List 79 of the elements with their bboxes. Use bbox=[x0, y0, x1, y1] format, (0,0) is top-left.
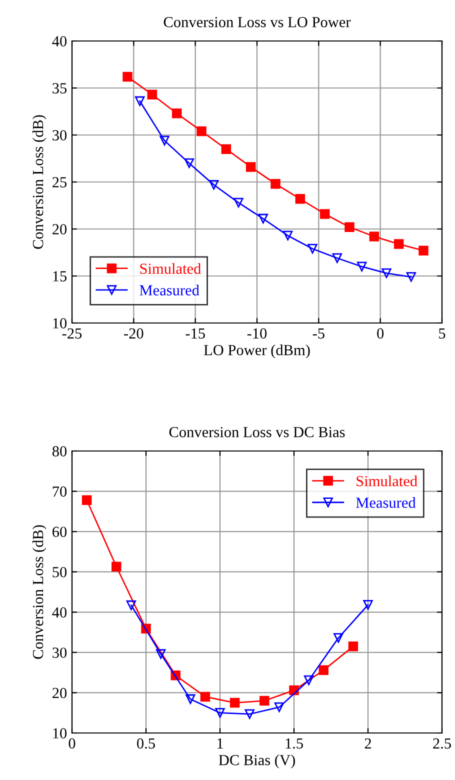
y-tick-label: 30 bbox=[52, 130, 67, 140]
point bbox=[348, 642, 358, 652]
y-tick-label: 30 bbox=[52, 648, 67, 658]
point bbox=[406, 272, 416, 282]
x-axis-title: LO Power (dBm) bbox=[204, 344, 310, 358]
point bbox=[126, 600, 136, 610]
point bbox=[147, 90, 158, 100]
point bbox=[246, 162, 256, 172]
x-tick-label: -20 bbox=[124, 328, 144, 339]
point bbox=[274, 702, 284, 712]
y-tick-label: 20 bbox=[52, 224, 67, 234]
x-tick-label: -25 bbox=[62, 328, 82, 339]
point bbox=[82, 495, 92, 506]
point bbox=[122, 72, 132, 82]
legend-label: Simulated bbox=[356, 476, 418, 486]
legend-label: Measured bbox=[356, 497, 416, 508]
x-tick-label: -10 bbox=[247, 328, 267, 339]
point bbox=[244, 709, 254, 719]
y-tick-label: 20 bbox=[52, 688, 67, 698]
point bbox=[260, 696, 270, 706]
y-tick-label: 50 bbox=[52, 567, 67, 578]
chart-title: Conversion Loss vs LO Power bbox=[164, 16, 351, 28]
point bbox=[334, 633, 344, 643]
point bbox=[160, 136, 170, 146]
x-tick-label: 0 bbox=[68, 738, 76, 749]
point bbox=[418, 246, 428, 256]
point bbox=[295, 194, 306, 204]
point bbox=[363, 600, 373, 610]
x-tick-label: -5 bbox=[312, 328, 324, 339]
point bbox=[200, 692, 210, 702]
point bbox=[186, 694, 196, 704]
x-tick-label: -15 bbox=[186, 328, 205, 339]
point bbox=[184, 158, 194, 168]
y-axis-title: Conversion Loss (dB) bbox=[32, 525, 46, 659]
point bbox=[344, 222, 354, 232]
y-tick-label: 10 bbox=[53, 318, 67, 328]
y-tick-label: 25 bbox=[52, 177, 67, 188]
y-axis-title: Conversion Loss (dB) bbox=[32, 115, 46, 249]
point bbox=[369, 232, 380, 242]
x-tick-label: 5 bbox=[439, 328, 446, 339]
x-tick-label: 0.5 bbox=[137, 738, 155, 749]
point bbox=[215, 708, 225, 718]
point bbox=[320, 209, 330, 219]
point bbox=[332, 253, 342, 263]
point bbox=[134, 96, 145, 106]
y-tick-label: 15 bbox=[53, 271, 67, 282]
y-tick-label: 60 bbox=[52, 526, 67, 538]
y-tick-label: 40 bbox=[52, 607, 67, 618]
chart-title: Conversion Loss vs DC Bias bbox=[169, 426, 345, 438]
point bbox=[234, 198, 244, 208]
point bbox=[112, 562, 122, 572]
point bbox=[394, 239, 404, 249]
x-axis-title: DC Bias (V) bbox=[218, 754, 295, 768]
x-tick-label: 2 bbox=[364, 738, 371, 748]
point bbox=[208, 180, 219, 190]
point bbox=[258, 214, 268, 224]
y-tick-label: 35 bbox=[52, 83, 67, 94]
y-tick-label: 70 bbox=[52, 486, 67, 497]
point bbox=[356, 262, 367, 272]
y-tick-label: 40 bbox=[52, 36, 67, 46]
x-tick-label: 1 bbox=[218, 738, 223, 748]
y-tick-label: 10 bbox=[53, 728, 67, 738]
point bbox=[221, 144, 232, 154]
point bbox=[196, 126, 206, 136]
point bbox=[270, 179, 280, 189]
x-tick-label: 2.5 bbox=[433, 738, 451, 749]
point bbox=[318, 665, 328, 676]
point bbox=[156, 649, 166, 659]
x-tick-label: 0 bbox=[377, 328, 384, 339]
y-tick-label: 80 bbox=[52, 446, 67, 456]
point bbox=[230, 698, 240, 708]
legend-label: Simulated bbox=[140, 263, 201, 274]
point bbox=[308, 244, 318, 254]
point bbox=[304, 675, 314, 686]
x-tick-label: 1.5 bbox=[286, 738, 303, 749]
point bbox=[382, 268, 392, 278]
legend-label: Measured bbox=[140, 284, 200, 296]
point bbox=[172, 108, 182, 118]
point bbox=[282, 230, 293, 240]
